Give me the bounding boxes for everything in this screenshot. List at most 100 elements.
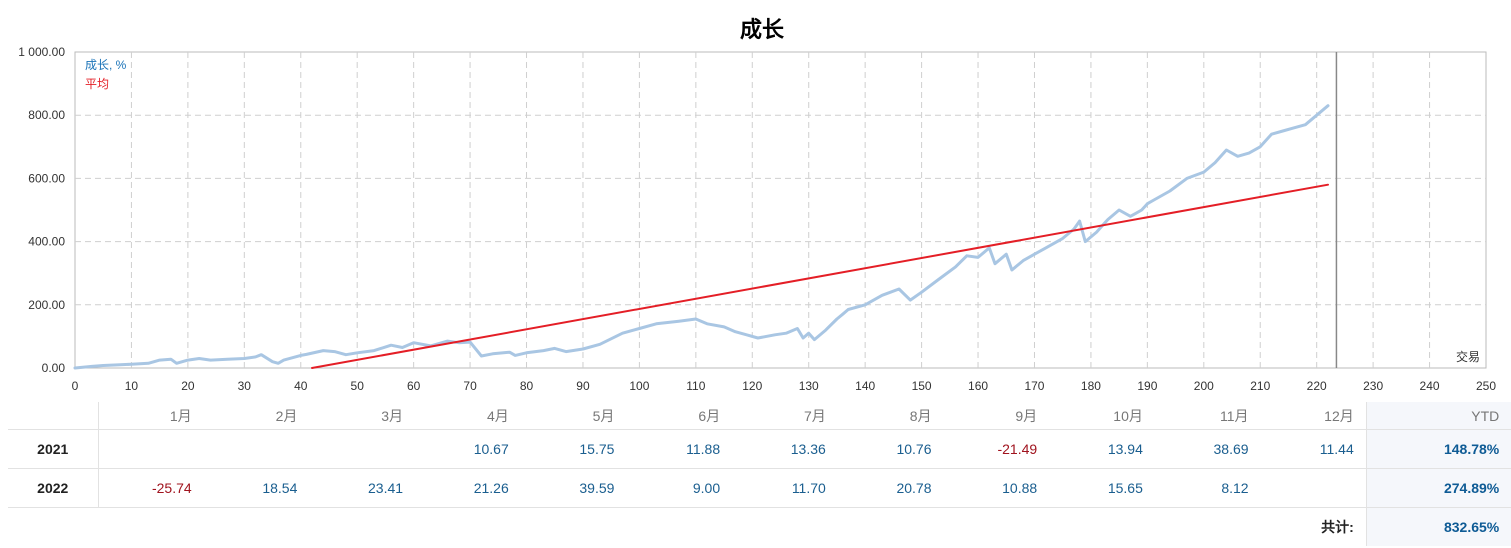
month-value-cell: 21.26 <box>415 468 521 508</box>
grid-layer <box>74 51 1487 369</box>
ytd-value-cell: 148.78% <box>1365 429 1511 469</box>
month-header: 7月 <box>732 402 838 430</box>
x-tick-label: 110 <box>686 379 705 393</box>
month-header: 9月 <box>943 402 1050 430</box>
plot-frame <box>74 51 1487 369</box>
month-value-cell: 23.41 <box>309 468 416 508</box>
total-value: 832.65% <box>1365 507 1511 546</box>
x-tick-label: 230 <box>1363 379 1383 393</box>
month-header: 8月 <box>837 402 944 430</box>
ytd-header: YTD <box>1365 402 1511 430</box>
empty-cell <box>944 508 1050 547</box>
x-tick-label: 200 <box>1194 379 1214 393</box>
empty-cell <box>1049 508 1155 547</box>
legend: 成长, % 平均 <box>85 58 127 91</box>
month-header: 3月 <box>309 402 416 430</box>
x-tick-label: 60 <box>407 379 421 393</box>
axis-layer: 0 10 20 30 40 50 60 70 80 90 100 110 120 130 140 150 160… <box>18 45 1496 393</box>
month-header: 4月 <box>415 402 521 430</box>
month-value-cell <box>1260 468 1367 508</box>
month-value-cell: 11.70 <box>732 468 838 508</box>
empty-cell <box>626 508 732 547</box>
x-tick-label: 150 <box>912 379 932 393</box>
y-tick-label: 1 000.00 <box>18 45 65 59</box>
month-value-cell: 15.75 <box>520 429 627 469</box>
month-value-cell: 10.88 <box>943 468 1050 508</box>
month-value-cell: 13.94 <box>1049 429 1155 469</box>
x-tick-label: 240 <box>1420 379 1440 393</box>
x-tick-label: 30 <box>238 379 252 393</box>
month-value-cell: -25.74 <box>98 468 204 508</box>
month-header: 5月 <box>520 402 627 430</box>
empty-cell <box>204 508 310 547</box>
header-year-cell <box>8 402 99 430</box>
y-tick-label: 0.00 <box>42 361 66 375</box>
x-tick-label: 20 <box>181 379 195 393</box>
month-value-cell: 10.67 <box>415 429 521 469</box>
monthly-returns-table: 1月 2月 3月 4月 5月 6月 7月 8月 9月 10月 11月 12月 YTD 2021 10.67… <box>8 402 1511 546</box>
x-tick-label: 100 <box>629 379 649 393</box>
total-row: 共计: 832.65% <box>8 507 1511 547</box>
y-tick-label: 800.00 <box>28 108 65 122</box>
x-tick-label: 170 <box>1024 379 1044 393</box>
month-value-cell: -21.49 <box>943 429 1050 469</box>
ytd-value-cell: 274.89% <box>1365 468 1511 508</box>
y-tick-label: 400.00 <box>28 235 65 249</box>
x-tick-label: 250 <box>1476 379 1496 393</box>
month-value-cell: 9.00 <box>626 468 733 508</box>
growth-series-line <box>73 104 1330 370</box>
month-value-cell: 11.44 <box>1260 429 1367 469</box>
table-row: 2022 -25.74 18.54 23.41 21.26 39.59 9.00 11.70 2… <box>8 468 1511 508</box>
month-header: 2月 <box>203 402 310 430</box>
table-header-row: 1月 2月 3月 4月 5月 6月 7月 8月 9月 10月 11月 12月 YTD <box>8 402 1511 430</box>
empty-cell <box>838 508 944 547</box>
month-value-cell <box>309 429 416 469</box>
x-tick-label: 120 <box>742 379 762 393</box>
empty-cell <box>309 508 415 547</box>
x-tick-label: 210 <box>1250 379 1270 393</box>
x-tick-label: 80 <box>520 379 534 393</box>
month-value-cell <box>98 429 204 469</box>
year-cell: 2022 <box>8 468 99 508</box>
empty-cell <box>98 508 204 547</box>
month-value-cell: 38.69 <box>1154 429 1261 469</box>
month-value-cell: 11.88 <box>626 429 733 469</box>
y-tick-label: 200.00 <box>28 298 65 312</box>
month-value-cell: 18.54 <box>203 468 310 508</box>
month-value-cell <box>203 429 310 469</box>
x-tick-label: 140 <box>855 379 875 393</box>
x-tick-label: 70 <box>463 379 477 393</box>
total-label: 共计: <box>1321 519 1354 535</box>
month-header: 1月 <box>98 402 204 430</box>
month-value-cell: 15.65 <box>1049 468 1155 508</box>
month-header: 12月 <box>1260 402 1367 430</box>
empty-cell <box>415 508 521 547</box>
table-row: 2021 10.67 15.75 11.88 13.36 10.76 -21.49 13.94… <box>8 429 1511 469</box>
empty-cell <box>521 508 627 547</box>
month-value-cell: 39.59 <box>520 468 627 508</box>
month-header: 10月 <box>1049 402 1155 430</box>
empty-cell <box>1155 508 1261 547</box>
chart-title: 成长 <box>739 17 784 42</box>
average-series-line <box>311 183 1329 369</box>
month-value-cell: 20.78 <box>837 468 944 508</box>
month-value-cell: 13.36 <box>732 429 838 469</box>
legend-growth: 成长, % <box>85 58 127 72</box>
x-tick-label: 130 <box>799 379 819 393</box>
x-tick-label: 0 <box>72 379 79 393</box>
x-tick-label: 90 <box>576 379 590 393</box>
month-value-cell: 10.76 <box>837 429 944 469</box>
empty-cell <box>8 508 98 547</box>
legend-average: 平均 <box>85 77 109 91</box>
growth-chart: 0 10 20 30 40 50 60 70 80 90 100 110 120 130 140 150 160… <box>18 45 1496 393</box>
x-tick-label: 50 <box>351 379 365 393</box>
y-tick-label: 600.00 <box>28 171 65 185</box>
x-tick-label: 40 <box>294 379 308 393</box>
x-tick-label: 190 <box>1137 379 1157 393</box>
year-cell: 2021 <box>8 429 99 469</box>
x-axis-label: 交易 <box>1456 349 1480 364</box>
series-layer <box>73 52 1338 370</box>
month-header: 6月 <box>626 402 733 430</box>
x-tick-label: 160 <box>968 379 988 393</box>
empty-cell <box>732 508 838 547</box>
